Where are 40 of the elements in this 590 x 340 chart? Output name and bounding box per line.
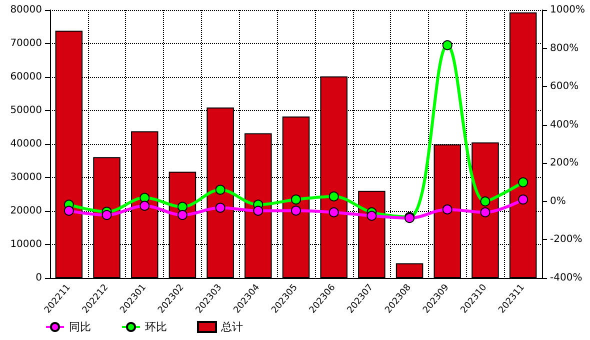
point [366, 210, 377, 221]
y-tick-label: 20000 [10, 206, 42, 216]
point [215, 202, 226, 213]
y-tick-label: 80000 [10, 4, 42, 16]
point [140, 192, 150, 203]
point [442, 204, 452, 214]
y2-tick-label: 600% [550, 81, 579, 92]
point [518, 194, 528, 205]
y-tick-label: 10000 [10, 239, 42, 250]
y-tick-label: 60000 [10, 72, 42, 82]
y-tick-label: 30000 [10, 172, 42, 183]
legend-label: 环比 [145, 320, 167, 334]
y2-tick-label: 200% [550, 158, 579, 169]
point [64, 206, 74, 216]
point [328, 207, 339, 218]
point [177, 202, 188, 212]
point [140, 200, 150, 211]
y-tick-label: 70000 [10, 38, 42, 49]
point [328, 191, 339, 202]
y2-tick-label: 400% [550, 119, 579, 130]
point [291, 206, 301, 216]
y-tick-label: 0 [36, 272, 42, 284]
y2-tick-label: 1000% [550, 4, 585, 16]
point [480, 207, 490, 218]
y-tick-label: 40000 [10, 138, 42, 150]
point [177, 210, 188, 220]
y-tick-label: 50000 [10, 105, 42, 116]
legend-label: 总计 [220, 320, 243, 334]
point [102, 210, 112, 220]
point [518, 177, 528, 188]
y2-tick-label: -200% [550, 234, 582, 246]
y2-tick-label: 800% [550, 42, 579, 54]
point [291, 194, 301, 205]
point [253, 206, 264, 216]
y2-tick-label: -400% [550, 272, 582, 284]
y2-tick-label: 0% [550, 196, 566, 207]
point [480, 196, 490, 206]
legend-label: 同比 [69, 320, 91, 334]
point [215, 184, 226, 195]
point [442, 40, 452, 50]
